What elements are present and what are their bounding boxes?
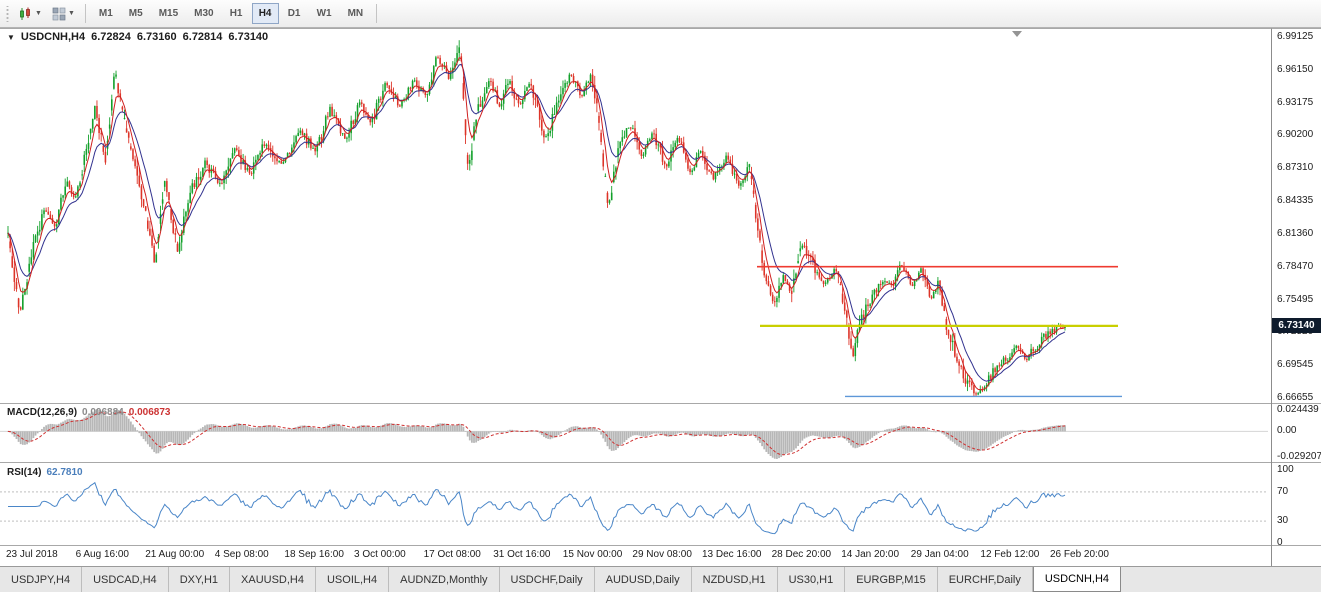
time-axis-label: 23 Jul 2018 — [6, 549, 58, 560]
tab-us30-h1[interactable]: US30,H1 — [778, 567, 846, 592]
tab-dxy-h1[interactable]: DXY,H1 — [169, 567, 231, 592]
open-value: 6.72824 — [91, 31, 131, 43]
tab-xauusd-h4[interactable]: XAUUSD,H4 — [230, 567, 316, 592]
time-axis-label: 29 Jan 04:00 — [910, 549, 969, 560]
price-axis-label: 6.66655 — [1277, 392, 1314, 403]
macd-axis-label: 0.024439 — [1277, 404, 1319, 415]
timeframe-m15-button[interactable]: M15 — [152, 3, 185, 24]
time-axis-label: 3 Oct 00:00 — [354, 549, 406, 560]
chart-symbol-label: USDCNH,H4 — [20, 31, 86, 43]
low-value: 6.72814 — [182, 31, 223, 43]
timeframe-mn-button[interactable]: MN — [341, 3, 371, 24]
tab-eurgbp-m15[interactable]: EURGBP,M15 — [845, 567, 938, 592]
time-axis-label: 31 Oct 16:00 — [493, 549, 551, 560]
rsi-header: RSI(14) 62.7810 — [7, 467, 83, 478]
tab-nzdusd-h1[interactable]: NZDUSD,H1 — [692, 567, 778, 592]
time-axis-label: 4 Sep 08:00 — [214, 549, 269, 560]
macd-main-value: 0.006884 — [82, 407, 124, 418]
time-axis-label: 29 Nov 08:00 — [632, 549, 692, 560]
macd-signal-value: 0.006873 — [128, 407, 171, 418]
time-axis-label: 12 Feb 12:00 — [980, 549, 1040, 560]
tab-usoil-h4[interactable]: USOIL,H4 — [316, 567, 390, 592]
current-price-badge: 6.73140 — [1272, 318, 1321, 333]
tab-usdcad-h4[interactable]: USDCAD,H4 — [82, 567, 169, 592]
timeframe-h4-button[interactable]: H4 — [251, 3, 279, 24]
tab-audnzd-monthly[interactable]: AUDNZD,Monthly — [389, 567, 500, 592]
high-value: 6.73160 — [136, 31, 177, 43]
time-axis-label: 14 Jan 20:00 — [841, 549, 900, 560]
timeframe-d1-button[interactable]: D1 — [281, 3, 308, 24]
one-click-trading-arrow-icon[interactable]: ▼ — [7, 32, 15, 42]
price-axis-label: 6.81360 — [1277, 227, 1314, 239]
price-axis-label: 6.78470 — [1277, 260, 1314, 272]
price-axis-label: 6.96150 — [1277, 63, 1314, 75]
rsi-label: RSI(14) — [7, 467, 42, 478]
time-axis-label: 17 Oct 08:00 — [423, 549, 481, 560]
toolbar-separator — [84, 4, 86, 23]
time-axis-label: 13 Dec 16:00 — [702, 549, 762, 560]
timeframe-w1-button[interactable]: W1 — [310, 3, 339, 24]
tab-audusd-daily[interactable]: AUDUSD,Daily — [595, 567, 692, 592]
chevron-down-icon: ▼ — [35, 10, 42, 17]
rsi-axis-label: 30 — [1277, 515, 1289, 527]
timeframe-m30-button[interactable]: M30 — [187, 3, 220, 24]
time-axis-label: 6 Aug 16:00 — [75, 549, 129, 560]
price-axis-label: 6.69545 — [1277, 359, 1314, 371]
timeframe-h1-button[interactable]: H1 — [223, 3, 250, 24]
chart-shift-marker-icon[interactable] — [1012, 31, 1022, 37]
timeframe-m5-button[interactable]: M5 — [122, 3, 150, 24]
chart-type-dropdown[interactable]: ▼ — [13, 3, 47, 25]
rsi-axis-label: 70 — [1277, 485, 1289, 497]
price-axis-label: 6.87310 — [1277, 162, 1314, 174]
chevron-down-icon: ▼ — [67, 10, 75, 17]
toolbar-separator — [376, 4, 378, 23]
chart-tabbar: USDJPY,H4 USDCAD,H4 DXY,H1 XAUUSD,H4 USO… — [0, 566, 1321, 592]
price-axis-label: 6.93175 — [1277, 96, 1314, 108]
macd-axis-label: -0.029207 — [1277, 451, 1321, 462]
macd-label: MACD(12,26,9) — [7, 407, 78, 418]
price-axis-label: 6.90200 — [1277, 129, 1314, 141]
time-axis-label: 15 Nov 00:00 — [562, 549, 623, 560]
chart-ohlc-header: ▼ USDCNH,H4 6.72824 6.73160 6.72814 6.73… — [7, 31, 268, 43]
indicator-list-dropdown[interactable]: ▼ — [47, 3, 80, 25]
time-axis-label: 21 Aug 00:00 — [145, 549, 205, 560]
time-axis-label: 18 Sep 16:00 — [284, 549, 344, 560]
candlestick-chart-icon — [20, 7, 30, 20]
close-value: 6.73140 — [228, 31, 269, 43]
time-axis-label: 26 Feb 20:00 — [1050, 549, 1109, 560]
toolbar: ▼ ▼ M1 M5 M15 M30 H1 H4 D1 W1 MN — [0, 0, 1321, 28]
tab-eurchf-daily[interactable]: EURCHF,Daily — [938, 567, 1033, 592]
rsi-value: 62.7810 — [46, 467, 83, 478]
time-axis-label: 28 Dec 20:00 — [771, 549, 832, 560]
timeframe-m1-button[interactable]: M1 — [92, 3, 120, 24]
tab-usdjpy-h4[interactable]: USDJPY,H4 — [0, 567, 83, 592]
price-axis-label: 6.84335 — [1277, 195, 1314, 207]
tab-usdcnh-h4[interactable]: USDCNH,H4 — [1032, 567, 1122, 592]
price-axis-label: 6.99125 — [1277, 31, 1314, 42]
grid-icon — [52, 7, 66, 20]
rsi-axis-label: 0 — [1277, 537, 1283, 548]
macd-header: MACD(12,26,9) 0.006884 0.006873 — [7, 407, 170, 418]
macd-axis-label: 0.00 — [1277, 425, 1297, 437]
tab-usdchf-daily[interactable]: USDCHF,Daily — [500, 567, 595, 592]
price-axis-label: 6.75495 — [1277, 293, 1314, 305]
rsi-axis-label: 100 — [1277, 464, 1294, 475]
toolbar-grip[interactable] — [5, 5, 10, 22]
